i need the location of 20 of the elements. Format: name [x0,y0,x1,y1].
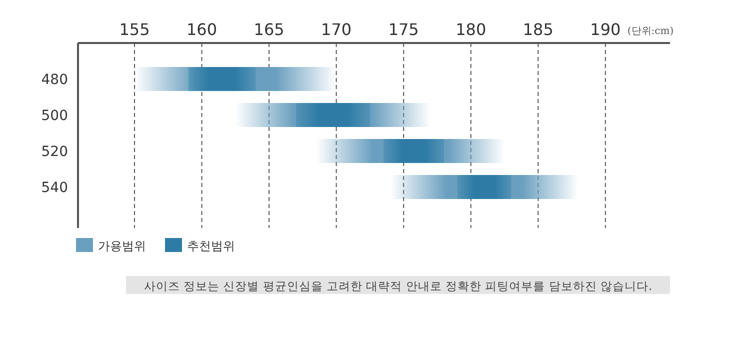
y-tick-label: 520 [41,144,68,160]
x-tick-label: 175 [388,20,419,39]
bar [383,139,444,163]
x-tick-label: 155 [119,20,150,39]
bar [296,103,370,127]
bar [188,67,256,91]
bar [457,175,512,199]
x-tick-label: 190 [590,20,621,39]
x-tick-label: 185 [522,20,554,39]
x-tick-label: 165 [254,20,284,39]
y-tick-label: 540 [41,180,68,196]
y-tick-label: 500 [41,108,68,124]
x-tick-label: 170 [321,20,352,39]
x-tick-label: 180 [456,20,486,39]
x-tick-label: 160 [186,20,218,39]
text: 사이즈 정보는 신장별 평균인심을 고려한 대략적 안내로 정확한 피팅여부를 담보하진 않습니다. [144,279,652,293]
x-axis-title: (단위:cm) [627,26,674,37]
legend-label: 가용범위 [98,239,146,253]
y-tick-label: 480 [41,72,68,88]
legend-label: 추천범위 [187,239,235,253]
